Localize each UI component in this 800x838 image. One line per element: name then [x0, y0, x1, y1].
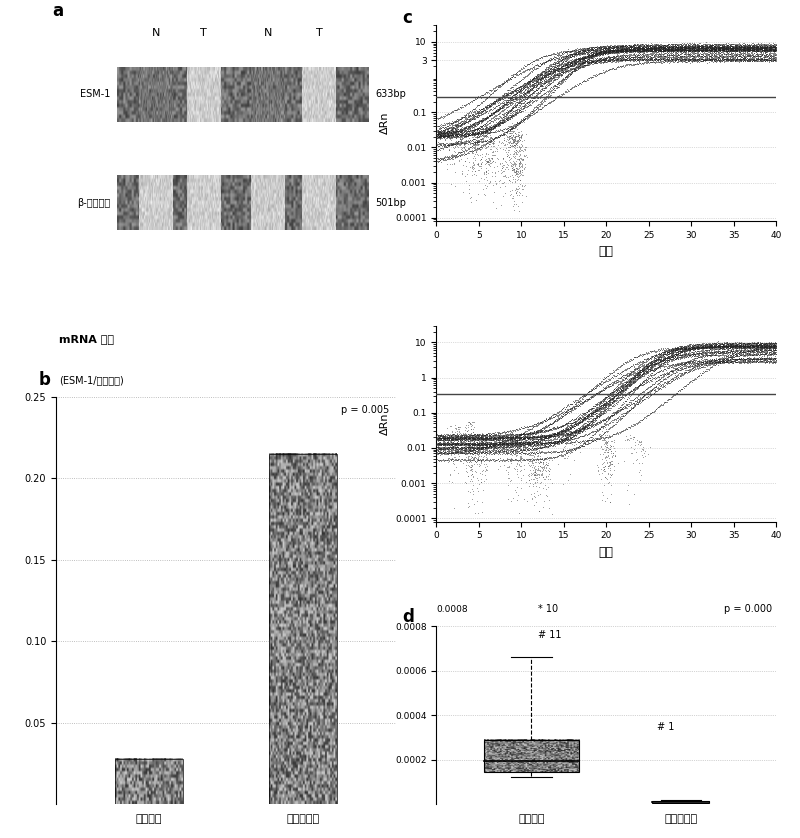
Text: 633bp: 633bp: [375, 90, 406, 100]
Text: # 1: # 1: [657, 722, 674, 732]
Text: * 10: * 10: [538, 604, 558, 613]
Text: b: b: [39, 371, 51, 389]
Bar: [652, 801, 710, 803]
Text: N: N: [264, 28, 273, 38]
Text: c: c: [402, 9, 412, 28]
Text: p = 0.005: p = 0.005: [341, 405, 389, 415]
Text: 501bp: 501bp: [375, 199, 406, 209]
Text: (ESM-1/肌动蛋白): (ESM-1/肌动蛋白): [59, 375, 124, 385]
Text: ESM-1: ESM-1: [80, 90, 110, 100]
X-axis label: 循环: 循环: [598, 546, 614, 559]
Text: T: T: [200, 28, 207, 38]
X-axis label: 循环: 循环: [598, 246, 614, 258]
Text: d: d: [402, 608, 414, 627]
Text: N: N: [152, 28, 160, 38]
Y-axis label: ΔRn: ΔRn: [379, 412, 390, 435]
Text: p = 0.000: p = 0.000: [725, 604, 773, 613]
Text: 0.0008: 0.0008: [436, 605, 468, 613]
Text: T: T: [316, 28, 322, 38]
Bar: [484, 740, 579, 772]
Bar: [114, 759, 182, 804]
Bar: [269, 454, 337, 804]
Text: # 11: # 11: [538, 630, 562, 640]
Text: mRNA 表达: mRNA 表达: [59, 334, 114, 344]
Text: β-肌动蛋白: β-肌动蛋白: [77, 199, 110, 209]
Text: a: a: [53, 3, 64, 20]
Y-axis label: ΔRn: ΔRn: [379, 112, 390, 134]
